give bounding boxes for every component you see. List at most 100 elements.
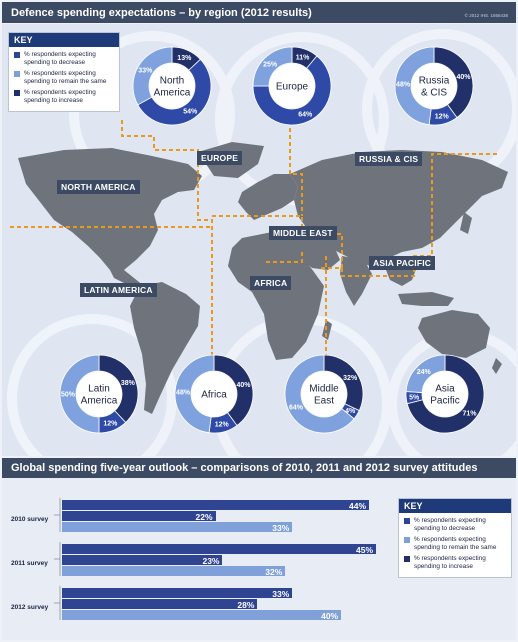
copyright-text: © 2012 IHS. 1656438 (464, 13, 508, 18)
bar-key: KEY % respondents expecting spending to … (398, 498, 512, 578)
region-label-russia-cis: RUSSIA & CIS (355, 152, 423, 166)
bar-2010-survey-series-2 (62, 522, 293, 532)
slice-label-decrease: 64% (298, 112, 313, 119)
key-item-same: % respondents expecting spending to rema… (14, 70, 114, 85)
swatch-increase (14, 90, 20, 96)
slice-label-same: 64% (289, 405, 304, 412)
slice-label-decrease: 4% (345, 408, 356, 415)
swatch-same (14, 71, 20, 77)
bar-value-label: 22% (195, 511, 213, 522)
bar-group-brackets (54, 498, 61, 620)
slice-label-decrease: 12% (435, 114, 450, 121)
swatch-decrease (14, 52, 20, 58)
bar-value-label: 23% (202, 555, 220, 566)
slice-label-increase: 13% (177, 55, 192, 62)
continents (18, 142, 508, 414)
donut-hole (269, 63, 315, 109)
africa-shape (228, 232, 324, 360)
slice-label-same: 48% (176, 390, 191, 397)
donut-center-label: Africa (201, 390, 227, 401)
slice-label-decrease: 12% (215, 422, 230, 429)
bar-2010-survey-series-0 (62, 500, 370, 510)
region-label-africa: AFRICA (250, 276, 292, 290)
bar-value-label: 33% (272, 522, 290, 533)
donut-hole (149, 63, 195, 109)
europe-shape (238, 174, 298, 220)
slice-label-same: 33% (138, 68, 153, 75)
bar-2010-survey-series-1 (62, 511, 216, 521)
bar-value-label: 32% (265, 566, 283, 577)
slice-label-same: 48% (396, 82, 411, 89)
bar-2012-survey-series-0 (62, 588, 293, 598)
key-title: KEY (9, 33, 119, 47)
middle-east-shape (298, 234, 340, 270)
region-label-asia-pacific: ASIA PACIFIC (369, 256, 436, 270)
bar-value-label: 28% (237, 599, 255, 610)
region-boundaries (10, 114, 498, 388)
world-map (7, 29, 516, 456)
region-label-north-america: NORTH AMERICA (57, 180, 140, 194)
bar-key-item-increase: % respondents expecting spending to incr… (404, 555, 506, 570)
donut-hole (301, 371, 347, 417)
bar-panel: 2010 survey 2011 survey 2012 survey 44% 2… (2, 478, 516, 640)
slice-label-increase: 32% (343, 375, 358, 382)
australia-shape (418, 310, 490, 358)
region-label-latin-america: LATIN AMERICA (80, 283, 157, 297)
new-zealand-shape (492, 358, 502, 374)
slice-label-increase: 38% (121, 380, 136, 387)
slice-same (174, 354, 215, 434)
donut-center-label: Middle East (309, 384, 339, 407)
bar-2012-survey-series-1 (62, 599, 258, 609)
key-item-increase: % respondents expecting spending to incr… (14, 89, 114, 104)
region-label-europe: EUROPE (197, 151, 243, 165)
donut-latin-america: 38% 12% 50% Latin America (59, 354, 139, 434)
north-america-shape (18, 148, 202, 270)
bar-value-label: 44% (349, 500, 367, 511)
slice-label-same: 24% (417, 369, 432, 376)
donut-europe: 11% 64% 25% Europe (252, 46, 332, 126)
bar-2011-survey-series-2 (62, 566, 286, 576)
donut-hole (411, 63, 457, 109)
donut-middle-east: 32% 4% 64% Middle East (284, 354, 364, 434)
bar-swatch-same (404, 537, 410, 543)
bar-value-label: 40% (321, 610, 339, 621)
slice-label-increase: 71% (462, 411, 477, 418)
bar-2011-survey-series-1 (62, 555, 223, 565)
map-key: KEY % respondents expecting spending to … (8, 32, 120, 112)
slice-label-increase: 40% (236, 382, 251, 389)
bar-value-label: 45% (355, 544, 373, 555)
bar-2011-survey-series-0 (62, 544, 376, 554)
map-section-title: Defence spending expectations – by regio… (2, 2, 516, 23)
bar-key-item-decrease: % respondents expecting spending to decr… (404, 517, 506, 532)
row-label-2011: 2011 survey (11, 560, 48, 567)
slice-same (405, 354, 446, 393)
bar-section-title: Global spending five-year outlook – comp… (2, 458, 516, 478)
slice-label-decrease: 54% (183, 109, 198, 116)
slice-same (394, 46, 435, 126)
region-label-middle-east: MIDDLE EAST (269, 226, 337, 240)
key-item-decrease: % respondents expecting spending to decr… (14, 51, 114, 66)
page-title: Defence spending expectations – by regio… (11, 6, 312, 19)
donut-center-label: Asia Pacific (430, 384, 459, 407)
slice-decrease (252, 55, 332, 126)
map-panel: KEY % respondents expecting spending to … (2, 24, 516, 456)
slice-same (132, 46, 173, 106)
slice-same (59, 354, 100, 434)
russia-asia-shape (290, 150, 508, 266)
slice-same (252, 46, 293, 87)
slice-label-increase: 40% (456, 74, 471, 81)
region-donut-charts: 13% 54% 33%North America 11% 64% 25% Europe 40% 1… (59, 46, 485, 434)
bar-chart-title: Global spending five-year outlook – comp… (11, 462, 478, 474)
bar-swatch-decrease (404, 518, 410, 524)
donut-hole (76, 371, 122, 417)
bar-key-item-same: % respondents expecting spending to rema… (404, 536, 506, 551)
donut-africa: 40% 12% 48% Africa (174, 354, 254, 434)
india-shape (340, 256, 372, 306)
south-america-shape (130, 282, 200, 414)
slice-label-increase: 11% (296, 54, 310, 61)
slice-label-decrease: 12% (103, 420, 118, 427)
bar-swatch-increase (404, 556, 410, 562)
bar-value-label: 33% (272, 588, 290, 599)
slice-label-same: 50% (61, 392, 76, 399)
